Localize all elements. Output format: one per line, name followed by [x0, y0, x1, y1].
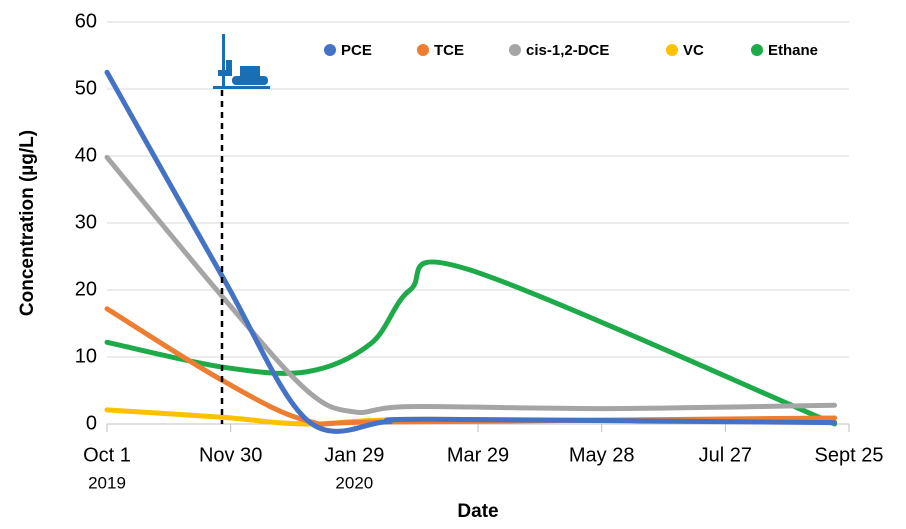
- legend-label: Ethane: [768, 42, 818, 59]
- y-tick-label: 20: [75, 278, 97, 300]
- y-axis-label: Concentration (µg/L): [17, 130, 38, 316]
- legend-swatch: [509, 44, 521, 56]
- legend-swatch: [751, 44, 763, 56]
- x-axis-label: Date: [457, 501, 498, 522]
- x-tick-label: Mar 29: [447, 444, 509, 466]
- legend-swatch: [324, 44, 336, 56]
- legend-swatch: [666, 44, 678, 56]
- y-tick-label: 30: [75, 211, 97, 233]
- y-tick-label: 60: [75, 10, 97, 32]
- y-tick-label: 0: [86, 412, 97, 434]
- x-tick-label: Jul 27: [699, 444, 752, 466]
- legend-label: PCE: [341, 42, 372, 59]
- x-tick-label: Nov 30: [199, 444, 262, 466]
- y-tick-label: 50: [75, 77, 97, 99]
- x-tick-label: Sept 25: [815, 444, 884, 466]
- legend-label: cis-1,2-DCE: [526, 42, 609, 59]
- legend-label: VC: [683, 42, 704, 59]
- legend-item: PCE: [324, 42, 372, 59]
- legend-item: VC: [666, 42, 704, 59]
- x-tick-year: 2020: [335, 473, 373, 492]
- legend-item: TCE: [417, 42, 464, 59]
- y-tick-label: 40: [75, 144, 97, 166]
- x-tick-year: 2019: [88, 473, 126, 492]
- legend-item: cis-1,2-DCE: [509, 42, 609, 59]
- series-line: [104, 69, 838, 434]
- x-tick-label: May 28: [569, 444, 635, 466]
- x-tick-label: Oct 1: [83, 444, 131, 466]
- y-tick-label: 10: [75, 345, 97, 367]
- legend-item: Ethane: [751, 42, 818, 59]
- series-line: [104, 154, 838, 415]
- legend-label: TCE: [434, 42, 464, 59]
- legend-swatch: [417, 44, 429, 56]
- x-tick-label: Jan 29: [324, 444, 384, 466]
- drill-rig-icon: [213, 34, 270, 89]
